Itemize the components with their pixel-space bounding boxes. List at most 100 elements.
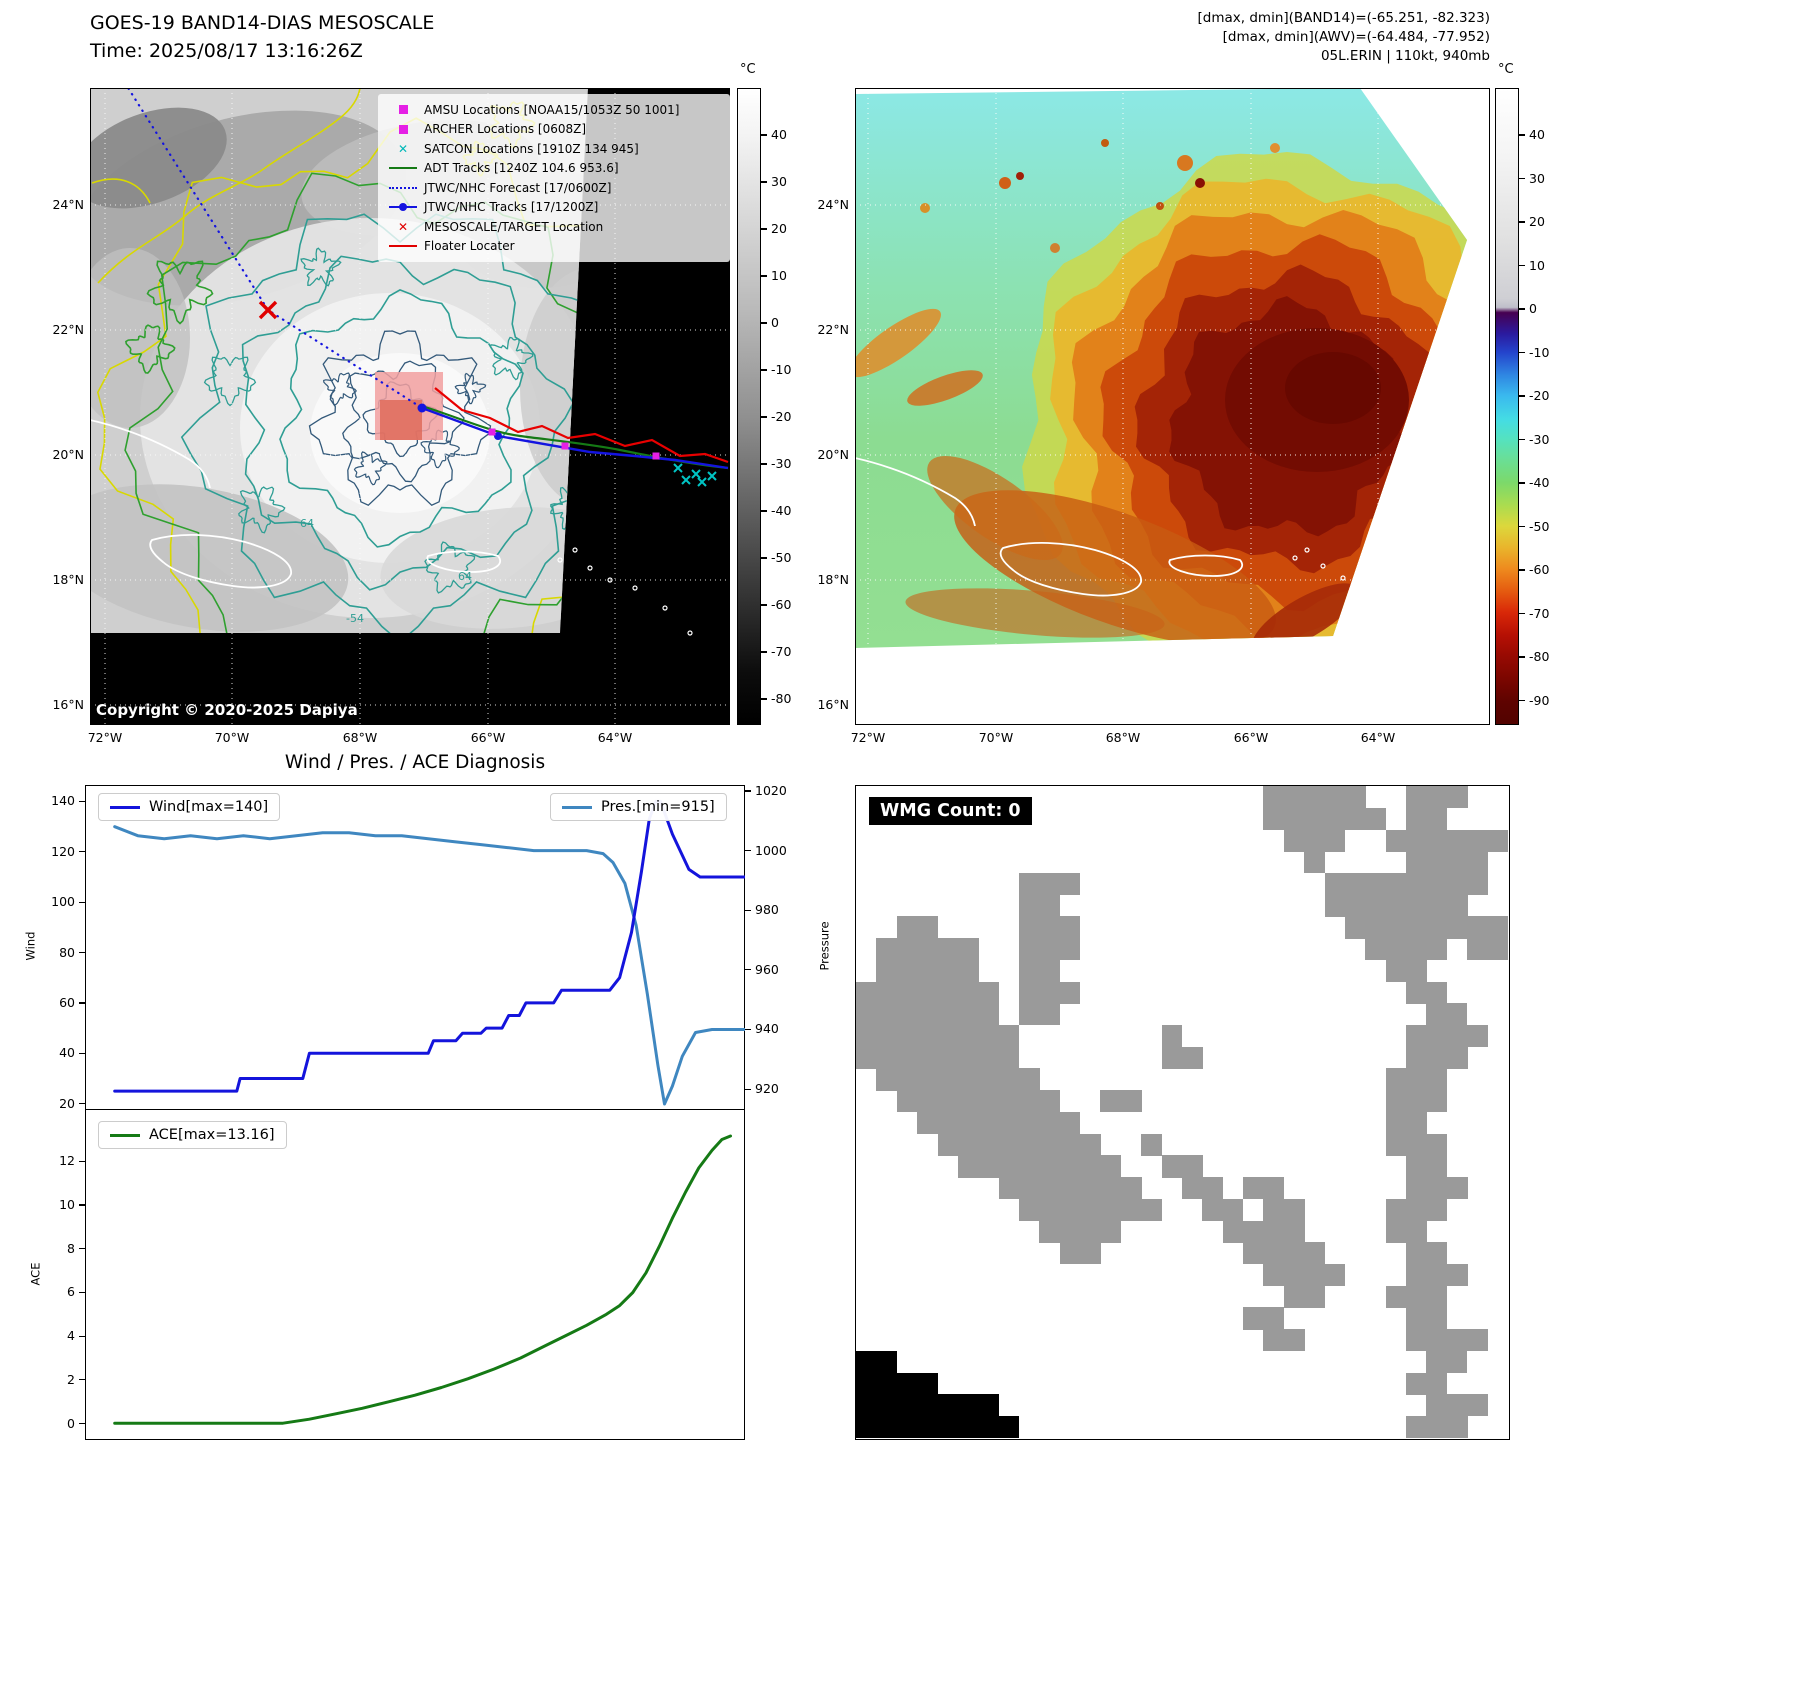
awv-colorbar-tick-mark (1519, 525, 1525, 528)
legend-row: ✕ MESOSCALE/TARGET Location (382, 217, 726, 237)
wind-axis-tick-mark (79, 800, 85, 802)
ace-axis-tick-mark (79, 1379, 85, 1381)
legend-row: AMSU Locations [NOAA15/1053Z 50 1001] (382, 100, 726, 120)
band14-colorbar-tick-mark (761, 651, 767, 653)
band14-colorbar-tick-mark (761, 322, 767, 324)
band14-lon-tick: 66°W (470, 730, 506, 745)
coastline-cuba (90, 419, 211, 489)
awv-lon-tick: 70°W (978, 730, 1014, 745)
awv-lon-tick: 72°W (850, 730, 886, 745)
wind-axis-tick-label: 140 (51, 793, 75, 809)
wmg-gray-cell (1406, 1307, 1448, 1330)
wmg-gray-cell (1406, 1416, 1468, 1439)
ace-axis-tick-mark (79, 1423, 85, 1425)
wmg-gray-cell (1222, 1220, 1305, 1243)
wmg-gray-cell (1385, 1090, 1448, 1113)
ace-axis-tick-label: 12 (59, 1153, 75, 1169)
wmg-gray-cell (1243, 1242, 1325, 1265)
band14-lat-tick: 22°N (52, 322, 84, 337)
ace-chart (85, 1110, 745, 1440)
band14-colorbar-tick-mark (761, 134, 767, 136)
awv-colorbar-tick-label: -70 (1529, 605, 1550, 621)
wmg-gray-cell (1365, 938, 1448, 961)
wmg-gray-cell (1161, 1046, 1203, 1069)
wind-axis-tick-label: 20 (59, 1095, 75, 1111)
wmg-gray-cell (1161, 1155, 1203, 1178)
awv-lat-tick: 18°N (817, 572, 849, 587)
awv-colorbar-tick-mark (1519, 221, 1525, 223)
wind-legend-label: Wind[max=140] (149, 799, 269, 815)
pressure-axis-tick-mark (745, 790, 751, 792)
storm-id-intensity: 05L.ERIN | 110kt, 940mb (1320, 48, 1490, 64)
band14-colorbar-tick-label: 10 (771, 268, 787, 283)
jtwc-forecast-track (126, 88, 424, 410)
wmg-black-cell (856, 1372, 938, 1395)
wmg-gray-cell (896, 916, 938, 939)
ace-axis-tick-mark (79, 1248, 85, 1250)
awv-colorbar-tick-label: -50 (1529, 518, 1550, 534)
band14-lat-tick: 16°N (52, 697, 84, 712)
ace-axis-tick-label: 10 (59, 1197, 75, 1213)
wmg-gray-cell (1406, 1242, 1448, 1265)
awv-colorbar-tick-label: -40 (1529, 475, 1550, 490)
awv-colorbar-tick-label: 30 (1529, 170, 1545, 186)
awv-colorbar-tick-label: 40 (1529, 127, 1545, 142)
ace-legend: ACE[max=13.16] (98, 1121, 287, 1149)
x-marker-icon: ✕ (397, 141, 409, 156)
legend-row: JTWC/NHC Tracks [17/1200Z] (382, 198, 726, 218)
awv-colorbar-tick-mark (1519, 395, 1525, 397)
awv-colorbar-tick-mark (1519, 351, 1525, 354)
wmg-gray-cell (1141, 1133, 1163, 1156)
line-dot-marker-icon (382, 202, 424, 211)
ace-line-sample (110, 1133, 140, 1137)
wmg-gray-cell (1385, 829, 1509, 852)
band14-lon-tick: 64°W (597, 730, 633, 745)
band14-colorbar-tick-label: 30 (771, 174, 787, 189)
awv-map-svg (855, 88, 1490, 725)
amsu-location-marker (488, 428, 496, 436)
dotted-marker-icon (382, 186, 424, 189)
band14-colorbar-tick-mark (761, 510, 767, 512)
coastline-cuba (855, 457, 976, 527)
wmg-count-label: WMG Count: 0 (869, 797, 1032, 825)
amsu-location-marker (652, 452, 660, 460)
awv-lat-tick: 20°N (817, 447, 849, 462)
wind-axis-tick-label: 60 (59, 994, 75, 1010)
legend-row: Floater Locater (382, 237, 726, 257)
pressure-axis-tick-mark (745, 1028, 751, 1031)
band14-colorbar-tick-label: -30 (771, 456, 792, 471)
wmg-gray-cell (1426, 1003, 1468, 1026)
wmg-gray-cell (1324, 894, 1468, 917)
band14-colorbar-tick-label: -40 (771, 503, 792, 518)
wmg-gray-cell (856, 1003, 1000, 1026)
wmg-gray-cell (1406, 1372, 1448, 1395)
band14-colorbar-tick-mark (761, 181, 767, 183)
wmg-gray-cell (1406, 981, 1448, 1004)
awv-colorbar-tick-mark (1519, 264, 1525, 267)
ace-axis-tick-label: 8 (67, 1240, 75, 1256)
ace-svg (113, 1134, 732, 1425)
awv-lon-tick: 64°W (1360, 730, 1396, 745)
series-Wind[max=140] (113, 799, 745, 1093)
pressure-axis-tick-label: 1020 (755, 782, 787, 798)
wmg-gray-cell (1263, 1329, 1305, 1352)
wmg-gray-cell (1467, 938, 1509, 961)
awv-colorbar-tick-label: -80 (1529, 649, 1550, 664)
wmg-gray-cell (1406, 1025, 1488, 1048)
awv-colorbar (1495, 88, 1519, 725)
x-marker-icon: ✕ (397, 219, 409, 234)
legend-row: ✕ SATCON Locations [1910Z 134 945] (382, 139, 726, 159)
wmg-gray-cell (876, 938, 979, 961)
wind-pressure-plot-area (85, 785, 745, 1110)
band14-lat-tick: 20°N (52, 447, 84, 462)
wmg-gray-cell (1181, 1177, 1224, 1200)
band14-colorbar-tick-label: -80 (771, 691, 792, 706)
square-marker-icon (382, 124, 424, 134)
pressure-axis-tick-mark (745, 1088, 751, 1090)
band14-colorbar-tick-mark (761, 416, 767, 418)
pressure-line-sample (562, 805, 592, 809)
wmg-gray-cell (1018, 916, 1081, 939)
pressure-legend-label: Pres.[min=915] (601, 799, 715, 815)
wmg-gray-cell (1385, 1220, 1427, 1243)
band14-colorbar-tick-label: 20 (771, 221, 787, 236)
